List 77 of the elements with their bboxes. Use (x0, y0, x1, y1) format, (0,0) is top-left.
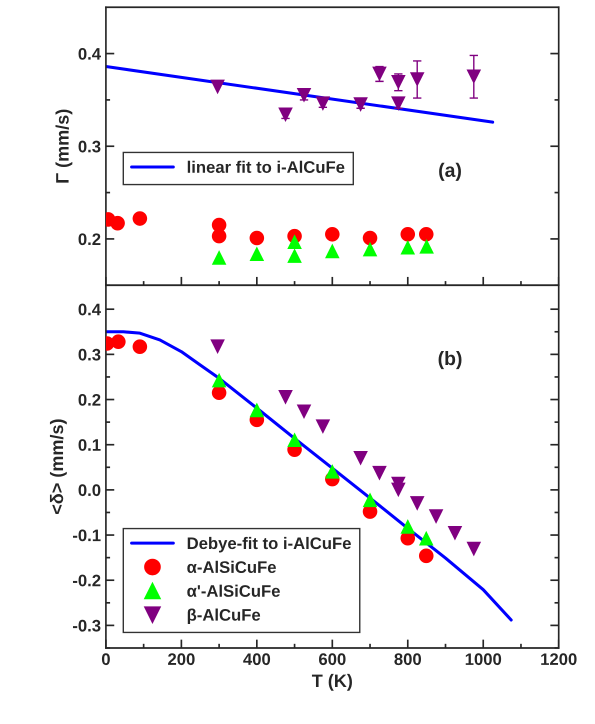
point (296, 88, 312, 103)
y-tick-label: 0.3 (78, 348, 100, 361)
point (316, 96, 330, 111)
point (400, 519, 416, 534)
point (278, 390, 293, 405)
point (287, 432, 302, 448)
point (448, 526, 462, 541)
legend-label: linear fit to i-AlCuFe (188, 160, 344, 173)
point (316, 419, 330, 434)
line-series (106, 330, 513, 622)
y-tick-label: 0.4 (78, 304, 101, 316)
point (362, 242, 378, 256)
x-tick-label: 800 (394, 653, 421, 666)
point (400, 240, 416, 255)
point (212, 372, 226, 388)
point (325, 244, 340, 258)
point (353, 97, 368, 112)
legend-label: α'-AlSiCuFe (187, 584, 280, 597)
point (210, 80, 225, 94)
point (250, 246, 264, 262)
point (362, 230, 378, 246)
x-tick-label: 200 (168, 653, 195, 666)
y-axis-title: Γ (mm/s) (55, 110, 72, 183)
point (212, 385, 226, 400)
point (111, 334, 126, 350)
point (296, 404, 312, 420)
x-tick-label: 400 (243, 653, 270, 666)
legend-label: Debye-fit to i-AlCuFe (188, 536, 351, 552)
point (418, 548, 434, 564)
point (287, 234, 302, 249)
point (325, 227, 340, 242)
y-tick-label: 0.2 (78, 233, 100, 246)
y-tick-label: -0.1 (72, 529, 101, 542)
point (287, 248, 302, 263)
x-tick-label: 0 (102, 653, 110, 666)
point (391, 482, 406, 498)
y-tick-label: -0.2 (72, 574, 100, 586)
point (210, 339, 225, 354)
point (400, 227, 416, 242)
y-tick-label: -0.3 (72, 620, 100, 632)
point (391, 96, 406, 111)
legend-label: β-AlCuFe (188, 608, 260, 624)
y-tick-label: 0.2 (78, 394, 100, 406)
point (132, 211, 148, 226)
point (391, 75, 406, 90)
x-tick-label: 1000 (466, 653, 502, 666)
point (132, 339, 148, 354)
point (419, 239, 434, 254)
point (466, 69, 482, 84)
point (372, 66, 387, 82)
legend-label: α-AlSiCuFe (187, 560, 276, 574)
x-tick-label: 1200 (541, 653, 577, 666)
point (110, 216, 125, 230)
point (362, 492, 378, 508)
point (325, 464, 340, 479)
y-tick-label: 0.1 (78, 439, 101, 451)
point (278, 107, 293, 122)
y-tick-label: 0.4 (78, 48, 101, 60)
y-tick-label: 0.3 (78, 140, 100, 152)
point (353, 450, 368, 466)
x-tick-label: 600 (319, 653, 346, 666)
point (212, 228, 226, 244)
annotation: (a) (439, 162, 461, 181)
point (250, 402, 264, 418)
x-axis-title: T (K) (312, 674, 352, 691)
point (428, 509, 444, 524)
y-axis-title: <δ> (mm/s) (50, 419, 67, 514)
point (466, 542, 482, 556)
point (410, 496, 424, 511)
point (418, 530, 434, 546)
point (372, 466, 387, 480)
point (250, 230, 264, 246)
point (212, 250, 226, 265)
annotation: (b) (438, 350, 462, 370)
point (418, 227, 434, 242)
y-tick-label: 0.0 (78, 484, 100, 496)
point (410, 72, 424, 87)
